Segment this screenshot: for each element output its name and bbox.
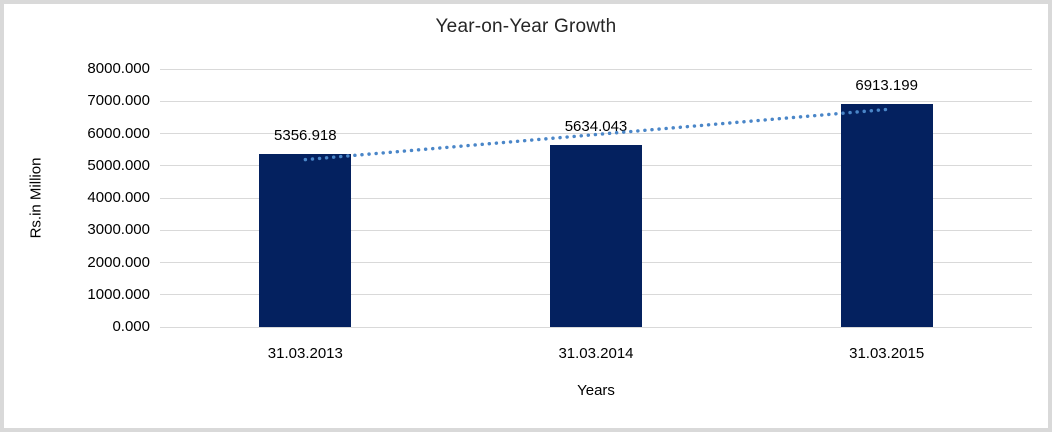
bar-31.03.2013[interactable] (259, 154, 352, 327)
y-gridline (160, 100, 1032, 102)
bar-value-label: 6913.199 (855, 77, 918, 95)
y-axis-tick-label: 8000.000 (87, 60, 150, 77)
bar-31.03.2015[interactable] (840, 104, 933, 327)
bar-value-label: 5356.918 (274, 127, 337, 145)
bar-31.03.2014[interactable] (550, 145, 642, 327)
y-axis-tick-label: 5000.000 (87, 156, 150, 174)
x-axis-tick-label: 31.03.2015 (849, 345, 925, 362)
x-axis-title: Years (577, 382, 615, 399)
x-axis-tick-label: 31.03.2014 (558, 345, 634, 362)
y-axis-tick-label: 2000.000 (87, 253, 150, 271)
y-axis-tick-label: 1000.000 (87, 285, 150, 303)
y-axis-tick-label: 7000.000 (87, 92, 150, 110)
y-axis-tick-label: 4000.000 (87, 189, 150, 206)
y-gridline (160, 326, 1032, 328)
chart-title: Year-on-Year Growth (435, 16, 617, 37)
x-axis-tick-label: 31.03.2013 (267, 345, 343, 362)
y-axis-tick-label: 0.000 (112, 318, 150, 335)
y-axis-tick-label: 3000.000 (87, 221, 150, 239)
y-gridline (160, 68, 1032, 70)
y-axis-tick-label: 6000.000 (87, 124, 150, 142)
bar-value-label: 5634.043 (564, 118, 628, 136)
